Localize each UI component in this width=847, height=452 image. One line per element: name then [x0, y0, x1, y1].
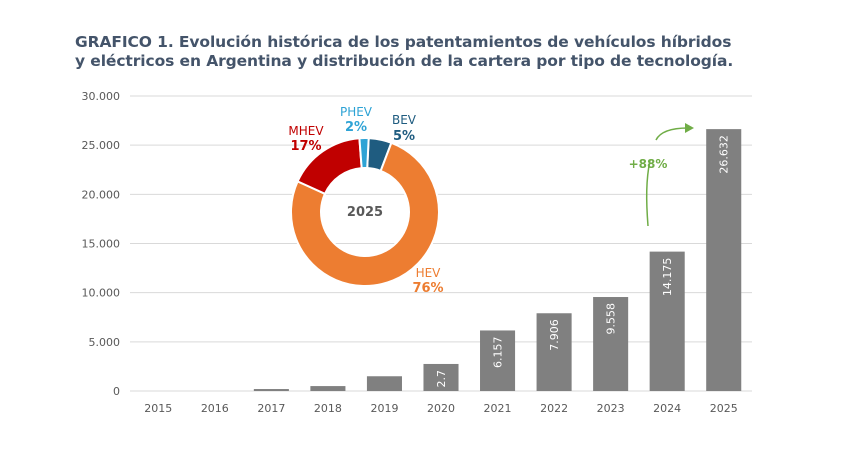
- growth-arrow-upper: [655, 127, 689, 141]
- y-axis-ticks: 0 5.000 10.000 15.000 20.000 25.000 30.000: [82, 90, 121, 398]
- bar-data-label: 26.632: [718, 135, 731, 174]
- y-tick-label: 25.000: [82, 139, 121, 152]
- bar-2019: [366, 376, 402, 391]
- y-tick-label: 15.000: [82, 238, 121, 251]
- y-tick-label: 10.000: [82, 287, 121, 300]
- x-tick-label: 2017: [257, 402, 285, 415]
- slice-name-label: BEV: [392, 113, 417, 127]
- bar-data-label: 2.7: [435, 370, 448, 388]
- slice-percent-label: 76%: [412, 281, 443, 296]
- bar-data-label: 9.558: [605, 303, 618, 335]
- slice-percent-label: 17%: [290, 139, 321, 154]
- y-tick-label: 20.000: [82, 188, 121, 201]
- growth-annotation-label: +88%: [629, 157, 668, 171]
- bar-data-label: 7.906: [548, 319, 561, 351]
- x-tick-label: 2021: [484, 402, 512, 415]
- bar-2025: [706, 129, 742, 392]
- bar-data-label: 14.175: [661, 258, 674, 297]
- chart-title: GRAFICO 1. Evolución histórica de los pa…: [75, 33, 795, 71]
- y-tick-label: 30.000: [82, 90, 121, 103]
- growth-annotation: +88%: [629, 123, 694, 227]
- arrow-head-icon: [685, 123, 694, 133]
- x-tick-label: 2016: [201, 402, 229, 415]
- slice-hev: [290, 141, 440, 287]
- x-tick-label: 2024: [653, 402, 681, 415]
- bar-2021: [480, 330, 516, 391]
- x-tick-label: 2022: [540, 402, 568, 415]
- bar-data-labels: 2.7 6.157 7.906 9.558 14.175 26.632: [435, 135, 731, 387]
- y-tick-label: 0: [113, 385, 120, 398]
- x-tick-label: 2019: [370, 402, 398, 415]
- bar-2024: [649, 251, 685, 391]
- x-tick-label: 2015: [144, 402, 172, 415]
- bars: [253, 129, 742, 392]
- x-tick-label: 2023: [597, 402, 625, 415]
- x-tick-label: 2025: [710, 402, 738, 415]
- bar-2023: [593, 297, 629, 391]
- chart-title-line-2: y eléctricos en Argentina y distribución…: [75, 52, 734, 70]
- donut-center-label: 2025: [347, 205, 383, 220]
- slice-name-label: HEV: [416, 266, 442, 280]
- x-tick-label: 2018: [314, 402, 342, 415]
- slice-phev: [358, 137, 370, 170]
- slice-percent-label: 2%: [345, 120, 367, 135]
- growth-arrow-lower: [645, 159, 651, 227]
- y-tick-label: 5.000: [89, 336, 121, 349]
- bar-2020: [423, 363, 459, 391]
- chart-title-line-1: GRAFICO 1. Evolución histórica de los pa…: [75, 33, 732, 51]
- gridlines: [130, 95, 752, 392]
- slice-name-label: MHEV: [288, 124, 324, 138]
- slice-name-label: PHEV: [340, 105, 373, 119]
- x-axis-ticks: 2015 2016 2017 2018 2019 2020 2021 2022 2023 2024…: [144, 402, 737, 415]
- x-tick-label: 2020: [427, 402, 455, 415]
- bar-2017: [253, 389, 289, 391]
- bar-2022: [536, 313, 572, 391]
- bar-data-label: 6.157: [492, 336, 505, 368]
- bar-2018: [310, 386, 346, 391]
- slice-percent-label: 5%: [393, 129, 415, 144]
